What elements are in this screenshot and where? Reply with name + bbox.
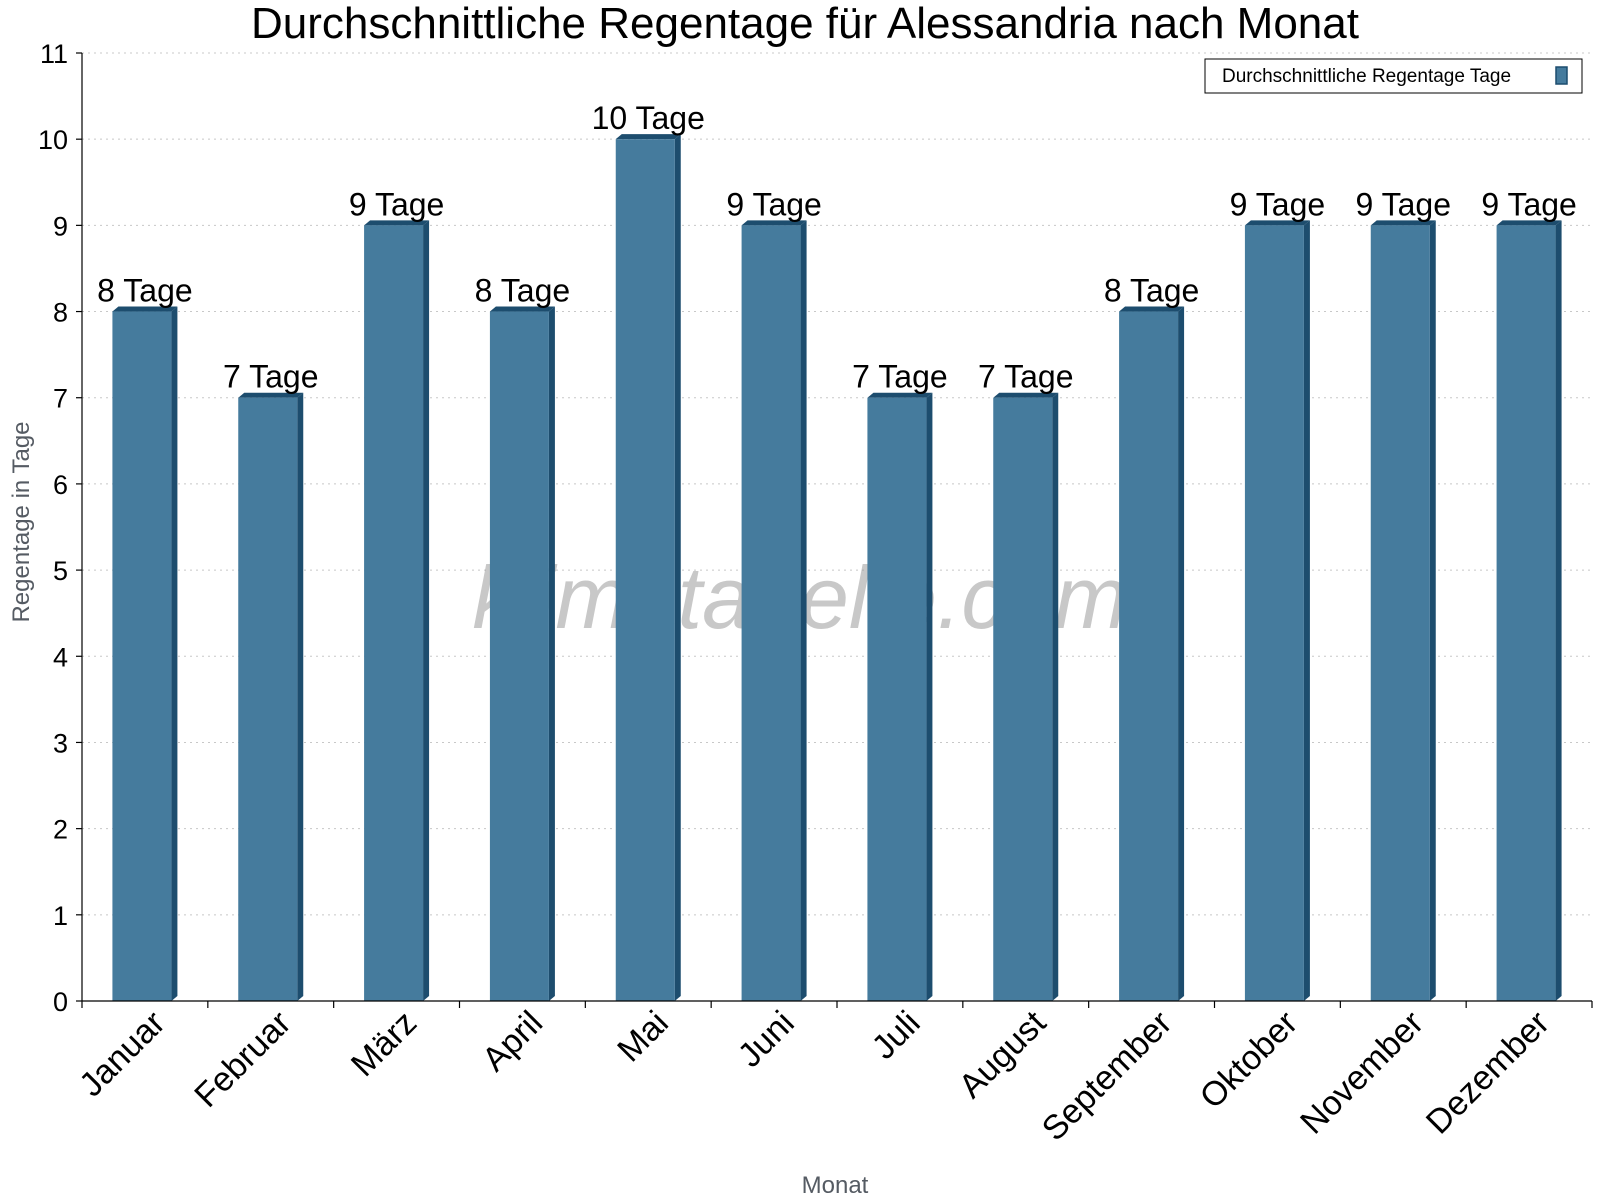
data-label: 9 Tage [726, 186, 822, 222]
y-tick-label: 1 [53, 901, 68, 931]
y-tick-label: 2 [53, 815, 68, 845]
y-axis-label: Regentage in Tage [8, 421, 35, 622]
legend-label: Durchschnittliche Regentage Tage [1222, 66, 1511, 87]
bar-front [489, 311, 549, 1002]
bar-1 [112, 306, 178, 1002]
data-label: 7 Tage [978, 359, 1074, 395]
bar-top [112, 306, 178, 312]
bar-front [238, 397, 298, 1001]
bar-front [1370, 225, 1430, 1001]
bar-top [238, 392, 304, 398]
bars [112, 134, 1562, 1002]
bar-2 [238, 392, 304, 1001]
bar-front [1496, 225, 1556, 1001]
data-label: 9 Tage [349, 186, 445, 222]
legend-swatch [1555, 66, 1568, 85]
data-label: 7 Tage [852, 359, 948, 395]
bar-top [741, 220, 807, 226]
bar-front [867, 397, 927, 1001]
y-tick-label: 6 [53, 470, 68, 500]
bar-4 [489, 306, 555, 1002]
bar-front [364, 225, 424, 1001]
bar-side [1429, 220, 1436, 1001]
y-tick-label: 11 [40, 39, 68, 69]
data-label: 8 Tage [97, 273, 193, 309]
bar-front [1244, 225, 1304, 1001]
bar-side [674, 134, 681, 1001]
y-tick-labels: 0 1 2 3 4 5 6 7 8 9 10 11 [38, 39, 68, 1017]
bar-6 [741, 220, 807, 1001]
data-label: 7 Tage [223, 359, 319, 395]
bar-front [112, 311, 172, 1002]
bar-5 [615, 134, 681, 1001]
bar-side [1303, 220, 1310, 1001]
data-label: 9 Tage [1230, 186, 1326, 222]
bar-front [741, 225, 801, 1001]
bar-side [171, 306, 178, 1002]
y-tick-label: 7 [53, 384, 68, 414]
y-tick-label: 0 [53, 987, 68, 1017]
bar-side [926, 392, 933, 1001]
bar-side [1555, 220, 1562, 1001]
y-tick-label: 5 [53, 556, 68, 586]
y-tick-label: 4 [53, 642, 68, 672]
bar-3 [364, 220, 430, 1001]
bar-10 [1244, 220, 1310, 1001]
chart-title: Durchschnittliche Regentage für Alessand… [251, 0, 1359, 48]
bar-top [1370, 220, 1436, 226]
bar-side [1178, 306, 1185, 1002]
bar-front [615, 139, 675, 1001]
x-axis-label: Monat [802, 1172, 869, 1199]
data-label: 10 Tage [592, 100, 705, 136]
bar-12 [1496, 220, 1562, 1001]
bar-7 [867, 392, 933, 1001]
bar-side [800, 220, 807, 1001]
axes [76, 52, 1593, 1008]
bar-front [1119, 311, 1179, 1002]
bar-top [1496, 220, 1562, 226]
bar-11 [1370, 220, 1436, 1001]
bar-side [297, 392, 304, 1001]
bar-top [364, 220, 430, 226]
bar-top [489, 306, 555, 312]
y-tick-label: 8 [53, 298, 68, 328]
bar-side [548, 306, 555, 1002]
data-label: 9 Tage [1481, 186, 1577, 222]
bar-9 [1119, 306, 1185, 1002]
bar-side [1052, 392, 1059, 1001]
bar-top [1244, 220, 1310, 226]
bar-top [615, 134, 681, 140]
bar-front [993, 397, 1053, 1001]
legend: Durchschnittliche Regentage Tage [1204, 58, 1583, 94]
bar-side [423, 220, 430, 1001]
data-labels: 8 Tage 7 Tage 9 Tage 8 Tage 10 Tage 9 Tage 7 T… [97, 100, 1577, 395]
bar-8 [993, 392, 1059, 1001]
legend-box [1204, 58, 1583, 94]
data-label: 8 Tage [475, 273, 571, 309]
data-label: 9 Tage [1356, 186, 1452, 222]
bar-top [1119, 306, 1185, 312]
data-label: 8 Tage [1104, 273, 1200, 309]
y-tick-label: 3 [53, 728, 68, 758]
y-tick-label: 9 [53, 211, 68, 241]
y-tick-label: 10 [38, 125, 68, 155]
bar-top [993, 392, 1059, 398]
bar-top [867, 392, 933, 398]
